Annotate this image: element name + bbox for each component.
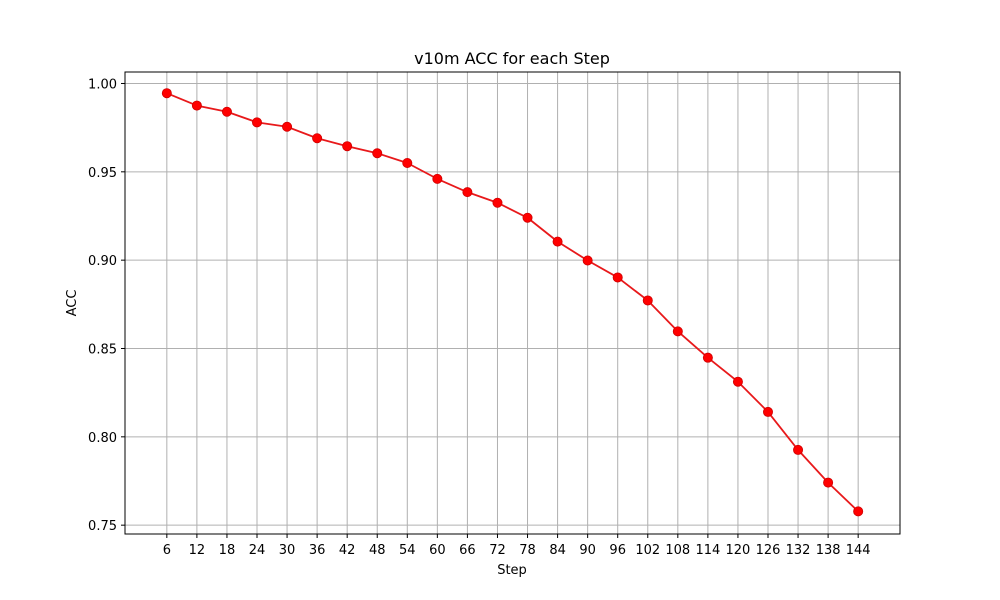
x-tick-label: 120 — [726, 543, 751, 558]
data-point — [582, 255, 593, 266]
x-tick-label: 126 — [756, 543, 781, 558]
data-point — [522, 212, 533, 223]
x-tick-label: 12 — [189, 543, 206, 558]
y-tick-label: 0.85 — [88, 342, 117, 357]
chart-title: v10m ACC for each Step — [414, 49, 610, 68]
x-tick-label: 18 — [219, 543, 236, 558]
x-tick-label: 48 — [369, 543, 386, 558]
data-point — [552, 236, 563, 247]
data-point — [432, 173, 443, 184]
data-point — [312, 133, 323, 144]
data-point — [793, 444, 804, 455]
y-tick-label: 0.95 — [88, 166, 117, 181]
y-axis-ticks: 0.75 0.80 0.85 0.90 0.95 1.00 — [88, 77, 125, 534]
series-line-group — [166, 92, 859, 513]
x-tick-label: 90 — [579, 543, 596, 558]
x-tick-label: 42 — [339, 543, 356, 558]
x-tick-label: 60 — [429, 543, 446, 558]
x-tick-label: 144 — [846, 543, 871, 558]
data-point — [612, 272, 623, 283]
data-point — [642, 295, 653, 306]
data-point — [342, 141, 353, 152]
data-point — [732, 376, 743, 387]
data-point — [252, 117, 263, 128]
x-tick-label: 84 — [549, 543, 566, 558]
y-tick-label: 0.75 — [88, 519, 117, 534]
x-tick-label: 54 — [399, 543, 416, 558]
x-tick-label: 72 — [489, 543, 506, 558]
data-point — [823, 477, 834, 488]
data-points — [161, 88, 864, 517]
y-tick-label: 0.80 — [88, 431, 117, 446]
x-tick-label: 96 — [609, 543, 626, 558]
x-tick-label: 6 — [163, 543, 171, 558]
data-point — [762, 406, 773, 417]
x-axis-ticks: 6 12 18 24 30 36 42 48 54 60 66 72 78 84 90 96 102 108 114… — [163, 534, 871, 558]
y-tick-label: 0.90 — [88, 254, 117, 269]
data-point — [853, 506, 864, 517]
x-tick-label: 36 — [309, 543, 326, 558]
data-point — [372, 148, 383, 159]
x-tick-label: 138 — [816, 543, 841, 558]
data-point — [492, 197, 503, 208]
x-tick-label: 30 — [279, 543, 296, 558]
data-point — [221, 106, 232, 117]
x-axis-label: Step — [497, 563, 527, 578]
grid — [125, 72, 900, 534]
data-point — [161, 88, 172, 99]
data-point — [462, 187, 473, 198]
x-tick-label: 114 — [695, 543, 720, 558]
x-tick-label: 102 — [635, 543, 660, 558]
x-tick-label: 132 — [786, 543, 811, 558]
x-tick-label: 108 — [665, 543, 690, 558]
data-point — [402, 157, 413, 168]
y-axis-label: ACC — [65, 290, 80, 317]
x-tick-label: 24 — [249, 543, 266, 558]
series-line — [166, 92, 859, 513]
data-point — [702, 352, 713, 363]
y-tick-label: 1.00 — [88, 77, 117, 92]
data-point — [672, 326, 683, 337]
data-point — [191, 100, 202, 111]
x-tick-label: 78 — [519, 543, 536, 558]
plot-frame — [124, 71, 901, 535]
data-point — [282, 121, 293, 132]
x-tick-label: 66 — [459, 543, 476, 558]
